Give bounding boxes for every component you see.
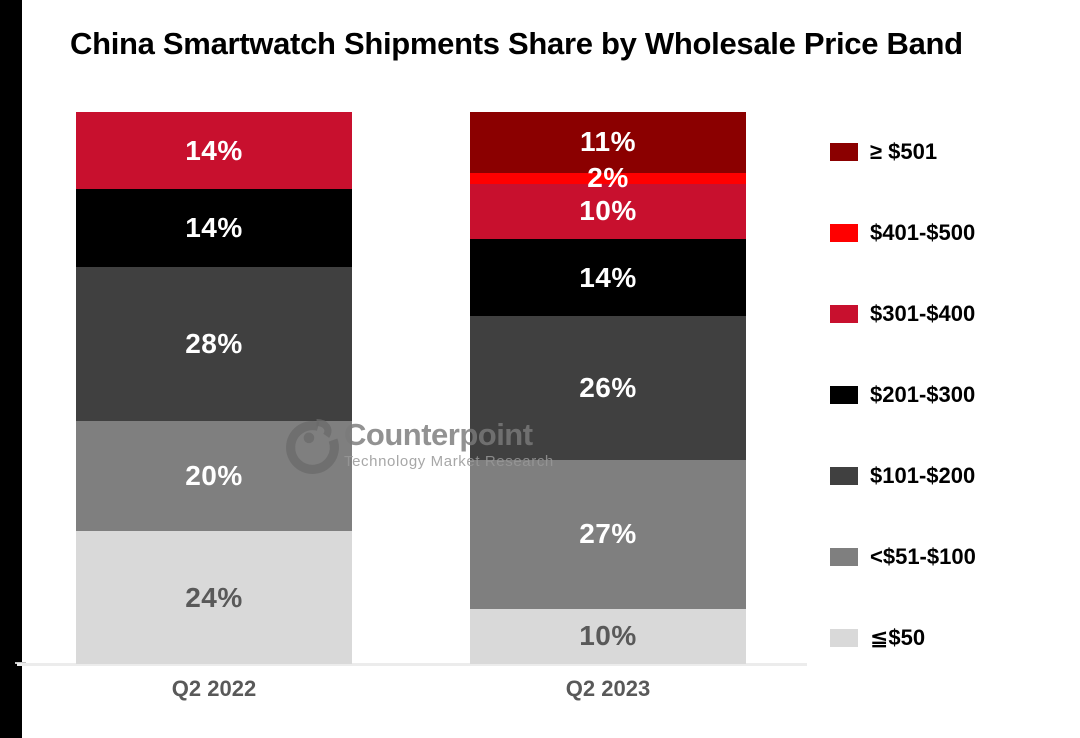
bar-segment-q2-2022-band-2: 14% (76, 112, 352, 190)
bar-segment-q2-2023-band-0: 11% (470, 112, 746, 173)
bar-segment-q2-2022-band-4: 28% (76, 266, 352, 422)
segment-value-label: 26% (579, 371, 637, 403)
segment-value-label: 14% (579, 261, 637, 293)
legend-label: <$51-$100 (870, 544, 976, 569)
bar-segment-q2-2022-band-6: 24% (76, 531, 352, 664)
legend-swatch (830, 467, 858, 485)
legend-swatch (830, 629, 858, 647)
legend-swatch (830, 143, 858, 161)
bar-segment-q2-2023-band-4: 26% (470, 316, 746, 460)
legend-item-1: $401-$500 (830, 222, 976, 244)
segment-value-label: 14% (185, 211, 243, 243)
legend-label: $201-$300 (870, 382, 976, 407)
legend-swatch (830, 386, 858, 404)
x-axis-line (17, 663, 807, 666)
bar-segment-q2-2023-band-3: 14% (470, 238, 746, 317)
left-border-bar (0, 0, 22, 738)
legend-label: $301-$400 (870, 301, 976, 326)
legend-swatch (830, 305, 858, 323)
bar-segment-q2-2022-band-5: 20% (76, 421, 352, 532)
legend-label: $401-$500 (870, 220, 976, 245)
legend-item-2: $301-$400 (830, 303, 976, 325)
segment-value-label: 11% (580, 126, 636, 158)
legend-item-0: ≥ $501 (830, 141, 976, 163)
segment-value-label: 27% (579, 518, 637, 550)
legend-swatch (830, 224, 858, 242)
bar-segment-q2-2022-band-3: 14% (76, 189, 352, 267)
bar-segment-q2-2023-band-6: 10% (470, 608, 746, 664)
segment-value-label: 24% (185, 581, 243, 613)
category-label-q2-2022: Q2 2022 (171, 676, 257, 701)
segment-value-label: 14% (185, 134, 243, 166)
legend-label: ≥ $501 (870, 139, 938, 164)
legend-item-5: <$51-$100 (830, 546, 976, 568)
legend-item-3: $201-$300 (830, 384, 976, 406)
legend-item-6: ≦$50 (830, 627, 976, 649)
category-label-q2-2023: Q2 2023 (565, 676, 651, 701)
segment-value-label: 2% (587, 162, 629, 194)
legend-swatch (830, 548, 858, 566)
bar-segment-q2-2023-band-2: 10% (470, 183, 746, 239)
segment-value-label: 10% (579, 195, 637, 227)
watermark-tagline: Technology Market Research (344, 453, 554, 470)
bar-segment-q2-2023-band-5: 27% (470, 459, 746, 609)
legend-label: $101-$200 (870, 463, 976, 488)
chart-title: China Smartwatch Shipments Share by Whol… (70, 26, 963, 61)
stacked-bar-q2-2022: 14% 14% 28% 20% 24% (76, 112, 352, 664)
legend-item-4: $101-$200 (830, 465, 976, 487)
bar-segment-q2-2023-band-1: 2% (470, 164, 746, 192)
watermark-brand: Counterpoint (344, 417, 533, 452)
legend: ≥ $501 $401-$500 $301-$400 $201-$300 $101-$2… (830, 141, 976, 708)
counterpoint-logo-icon (286, 419, 339, 474)
legend-label: ≦$50 (870, 625, 926, 650)
segment-value-label: 28% (185, 327, 243, 359)
segment-value-label: 20% (185, 460, 243, 492)
segment-value-label: 10% (579, 620, 637, 652)
stacked-bar-q2-2023: 11% 2% 10% 14% 26% 27% 10% (470, 112, 746, 664)
